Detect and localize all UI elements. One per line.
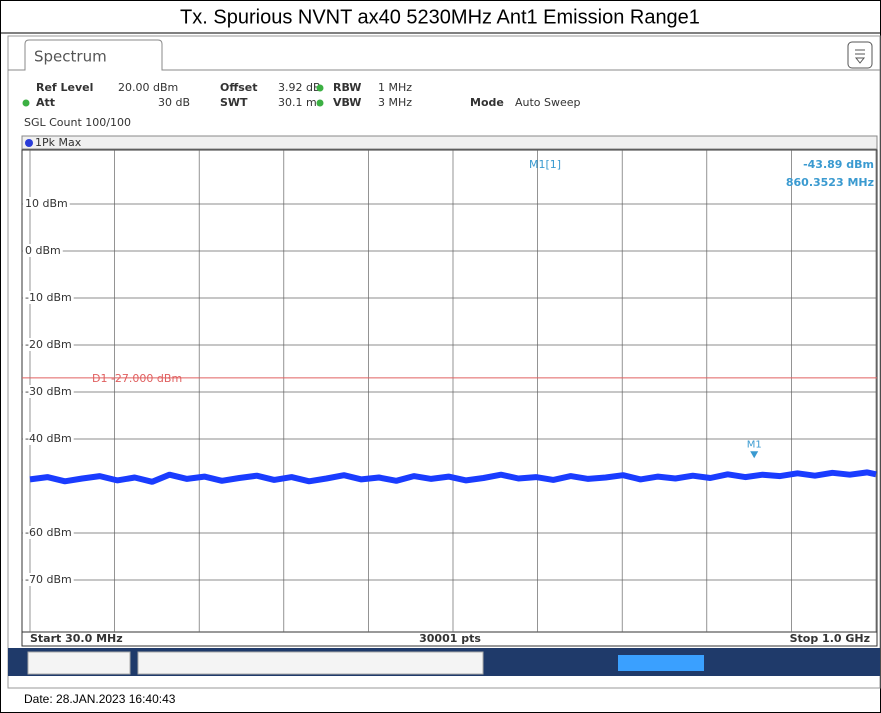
tab-label: Spectrum bbox=[34, 48, 107, 66]
trace-label: 1Pk Max bbox=[35, 136, 82, 149]
display-line-label: D1 -27.000 dBm bbox=[92, 372, 182, 385]
footer-bar bbox=[21, 631, 878, 647]
start-label: Start 30.0 MHz bbox=[30, 632, 123, 645]
setting-value: 30 dB bbox=[158, 96, 190, 109]
trace-bar bbox=[21, 135, 878, 150]
setting-key: RBW bbox=[333, 81, 361, 94]
tick-bg bbox=[23, 338, 74, 351]
y-tick-label: -60 dBm bbox=[25, 526, 72, 539]
y-tick-label: 0 dBm bbox=[25, 244, 61, 257]
y-tick-label: -20 dBm bbox=[25, 338, 72, 351]
setting-key: Att bbox=[36, 96, 55, 109]
setting-key: Offset bbox=[220, 81, 258, 94]
marker-x: 860.3523 MHz bbox=[786, 176, 874, 189]
menu-icon[interactable] bbox=[847, 41, 873, 69]
trace-dot bbox=[25, 139, 33, 147]
plot-frame bbox=[21, 149, 878, 633]
setting-value: 3 MHz bbox=[378, 96, 412, 109]
points-label: 30001 pts bbox=[419, 632, 481, 645]
tab-outline bbox=[8, 39, 880, 71]
y-tick-label: -30 dBm bbox=[25, 385, 72, 398]
status-dot bbox=[316, 99, 324, 107]
marker-name: M1 bbox=[747, 439, 762, 450]
setting-value: 20.00 dBm bbox=[118, 81, 178, 94]
setting-key: SWT bbox=[220, 96, 248, 109]
count: SGL Count 100/100 bbox=[24, 116, 131, 129]
status-dot bbox=[22, 99, 30, 107]
tick-bg bbox=[23, 385, 74, 398]
tick-bg bbox=[23, 197, 70, 210]
setting-key: Ref Level bbox=[36, 81, 93, 94]
status-box bbox=[137, 651, 484, 675]
marker-readout: M1[1] bbox=[529, 158, 561, 171]
setting-value: Auto Sweep bbox=[515, 96, 581, 109]
stop-label: Stop 1.0 GHz bbox=[790, 632, 870, 645]
tick-bg bbox=[23, 526, 74, 539]
status-dot bbox=[316, 84, 324, 92]
marker-y: -43.89 dBm bbox=[803, 158, 874, 171]
date: Date: 28.JAN.2023 16:40:43 bbox=[24, 692, 176, 706]
status-box bbox=[27, 651, 131, 675]
setting-value: 1 MHz bbox=[378, 81, 412, 94]
y-tick-label: -70 dBm bbox=[25, 573, 72, 586]
tick-bg bbox=[23, 432, 74, 445]
setting-value: 3.92 dB bbox=[278, 81, 321, 94]
tick-bg bbox=[23, 244, 63, 257]
setting-key: VBW bbox=[333, 96, 361, 109]
y-tick-label: -10 dBm bbox=[25, 291, 72, 304]
title: Tx. Spurious NVNT ax40 5230MHz Ant1 Emis… bbox=[180, 6, 700, 28]
tick-bg bbox=[23, 573, 74, 586]
trace bbox=[29, 469, 877, 485]
progress-bar bbox=[618, 655, 704, 671]
setting-value: 30.1 ms bbox=[278, 96, 323, 109]
setting-key: Mode bbox=[470, 96, 504, 109]
tick-bg bbox=[23, 291, 74, 304]
y-tick-label: -40 dBm bbox=[25, 432, 72, 445]
y-tick-label: 10 dBm bbox=[25, 197, 68, 210]
menu-glyph bbox=[854, 49, 866, 64]
marker bbox=[750, 451, 759, 459]
